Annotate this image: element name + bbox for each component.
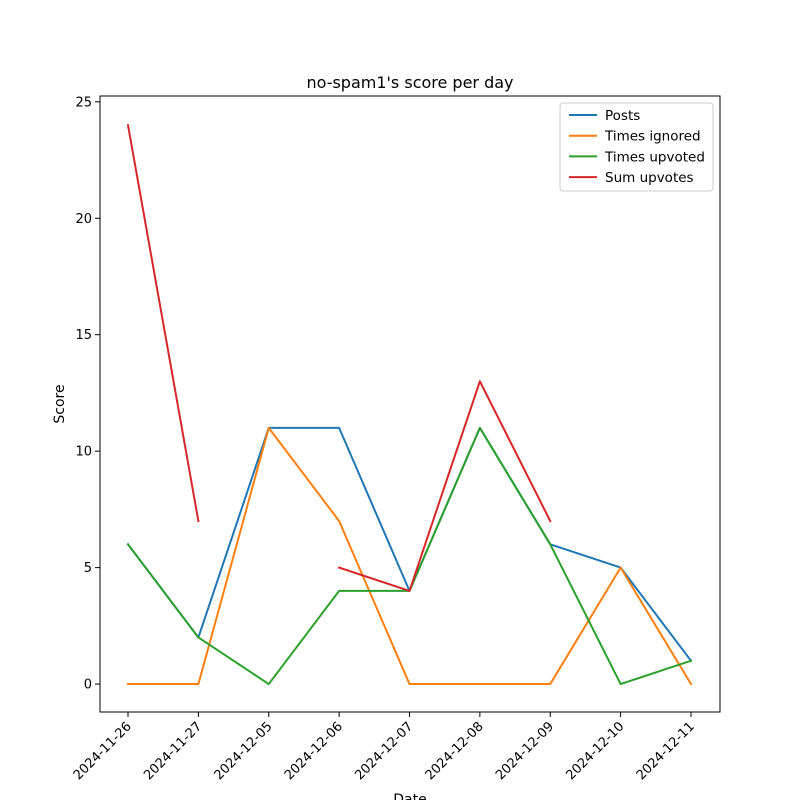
- series-times-upvoted: [126, 426, 693, 686]
- legend-label: Posts: [605, 108, 640, 124]
- x-axis-title: Date: [393, 792, 426, 800]
- y-tick-label: 15: [75, 328, 92, 343]
- x-tick-label: 2024-12-09: [493, 719, 557, 783]
- y-tick-label: 25: [75, 95, 92, 110]
- series-line: [127, 426, 693, 686]
- y-tick-label: 20: [75, 212, 92, 227]
- plot-area: [126, 123, 693, 686]
- y-tick-label: 5: [84, 561, 92, 576]
- chart-title: no-spam1's score per day: [306, 73, 513, 92]
- legend-label: Sum upvotes: [605, 170, 694, 186]
- legend-label: Times upvoted: [604, 149, 705, 165]
- y-tick-label: 0: [84, 678, 92, 693]
- series-line: [126, 426, 693, 663]
- y-axis-title: Score: [52, 384, 68, 423]
- x-tick-label: 2024-12-10: [563, 719, 627, 783]
- legend-label: Times ignored: [604, 129, 701, 145]
- series-posts: [126, 426, 693, 663]
- x-tick-label: 2024-11-26: [71, 719, 135, 783]
- series-line: [126, 123, 200, 523]
- series-sum-upvotes: [126, 123, 552, 592]
- legend-box: [559, 102, 714, 192]
- x-tick-label: 2024-12-05: [212, 719, 276, 783]
- x-tick-label: 2024-12-07: [352, 719, 416, 783]
- series-line: [126, 426, 693, 686]
- legend: Posts Times ignored Times upvoted Sum upvot…: [559, 102, 714, 192]
- series-times-ignored: [127, 426, 693, 686]
- axes: 0 5 10 15 20 25 2024-11-26 2024-11-27 2024-12-05…: [71, 95, 698, 783]
- series-line: [337, 380, 552, 592]
- x-tick-label: 2024-12-08: [423, 719, 487, 783]
- y-tick-label: 10: [75, 445, 92, 460]
- x-tick-label: 2024-12-11: [634, 719, 698, 783]
- x-tick-label: 2024-11-27: [141, 719, 205, 783]
- x-tick-label: 2024-12-06: [282, 719, 346, 783]
